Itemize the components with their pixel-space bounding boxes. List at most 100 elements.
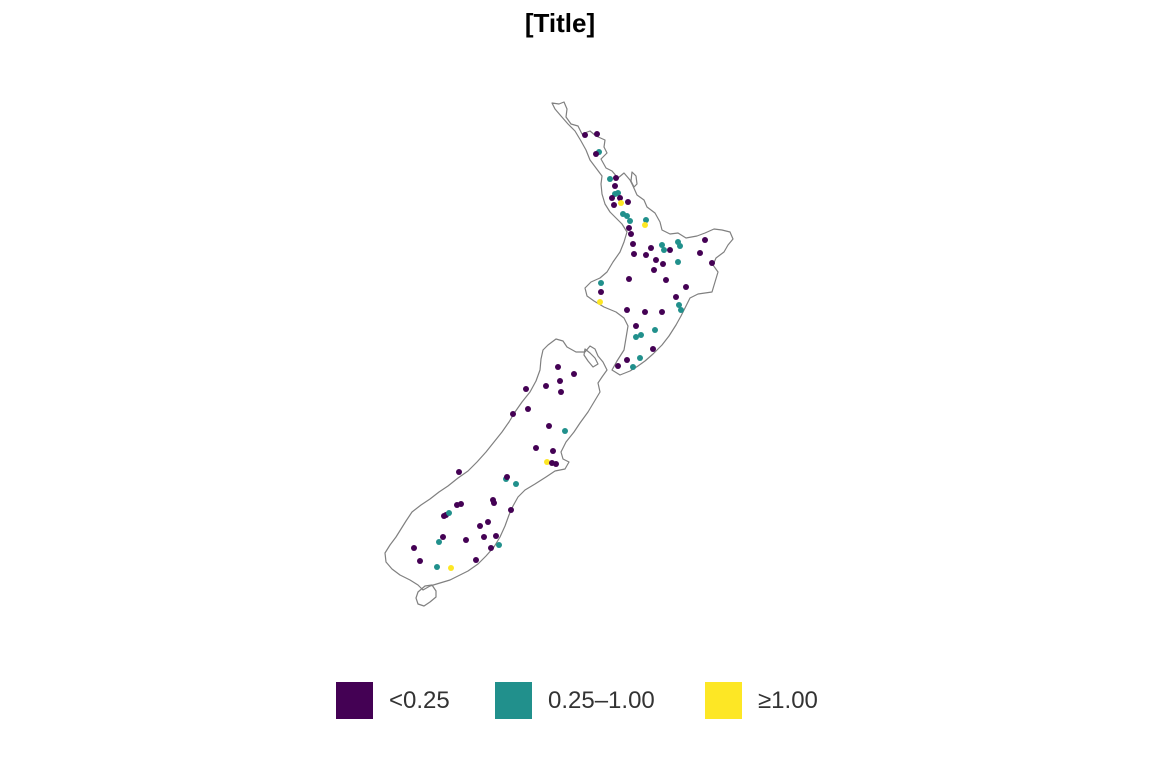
site-point <box>523 386 529 392</box>
site-point <box>625 199 631 205</box>
site-point <box>709 260 715 266</box>
site-point <box>642 222 648 228</box>
site-point <box>533 445 539 451</box>
site-point <box>525 406 531 412</box>
legend-swatch-high <box>705 682 742 719</box>
site-point <box>697 250 703 256</box>
site-point <box>642 309 648 315</box>
legend-label-mid: 0.25–1.00 <box>548 687 655 714</box>
site-point <box>477 523 483 529</box>
legend-label-high: ≥1.00 <box>758 687 818 714</box>
site-point <box>678 307 684 313</box>
site-point <box>546 423 552 429</box>
site-point <box>626 225 632 231</box>
site-point <box>663 277 669 283</box>
site-point <box>493 533 499 539</box>
site-point <box>661 247 667 253</box>
site-point <box>440 534 446 540</box>
site-point <box>441 513 447 519</box>
site-point <box>448 565 454 571</box>
legend-swatch-mid <box>495 682 532 719</box>
site-point <box>673 294 679 300</box>
site-point <box>491 500 497 506</box>
site-point <box>558 389 564 395</box>
site-point <box>624 357 630 363</box>
site-point <box>504 474 510 480</box>
site-point <box>667 247 673 253</box>
map-title: [Title] <box>524 8 596 38</box>
site-point <box>473 557 479 563</box>
site-point <box>555 364 561 370</box>
site-point <box>643 217 649 223</box>
site-point <box>659 242 665 248</box>
site-point <box>593 151 599 157</box>
site-point <box>683 284 689 290</box>
site-point <box>624 213 630 219</box>
site-point <box>626 276 632 282</box>
site-point <box>571 371 577 377</box>
site-point <box>648 245 654 251</box>
site-point <box>434 564 440 570</box>
site-point <box>485 519 491 525</box>
site-point <box>633 334 639 340</box>
site-point <box>660 261 666 267</box>
site-point <box>463 537 469 543</box>
legend-swatch-low <box>336 682 373 719</box>
site-point <box>638 332 644 338</box>
site-point <box>650 346 656 352</box>
site-point <box>562 428 568 434</box>
site-point <box>633 323 639 329</box>
site-point <box>553 461 559 467</box>
north-island-outline <box>551 101 734 376</box>
site-point <box>446 510 452 516</box>
site-point <box>557 378 563 384</box>
site-point <box>627 218 633 224</box>
coastline <box>384 101 734 607</box>
site-point <box>550 448 556 454</box>
site-point <box>659 309 665 315</box>
site-point <box>611 202 617 208</box>
site-point <box>615 363 621 369</box>
site-point <box>458 501 464 507</box>
site-points <box>411 131 715 571</box>
site-point <box>628 231 634 237</box>
site-point <box>544 459 550 465</box>
site-point <box>618 200 624 206</box>
site-point <box>417 558 423 564</box>
site-point <box>513 481 519 487</box>
site-point <box>612 183 618 189</box>
site-point <box>653 257 659 263</box>
site-point <box>617 195 623 201</box>
site-point <box>652 327 658 333</box>
site-point <box>613 175 619 181</box>
site-point <box>624 307 630 313</box>
stewart-island-outline <box>415 584 437 607</box>
site-point <box>677 243 683 249</box>
site-point <box>481 534 487 540</box>
site-point <box>510 411 516 417</box>
site-point <box>675 259 681 265</box>
site-point <box>411 545 417 551</box>
site-point <box>597 299 603 305</box>
chatham-strait-outline <box>583 348 599 368</box>
site-point <box>598 280 604 286</box>
site-point <box>594 131 600 137</box>
site-point <box>436 539 442 545</box>
site-point <box>651 267 657 273</box>
site-point <box>508 507 514 513</box>
site-point <box>702 237 708 243</box>
site-point <box>582 132 588 138</box>
site-point <box>630 364 636 370</box>
site-point <box>637 355 643 361</box>
south-island-outline <box>384 338 608 591</box>
site-point <box>609 195 615 201</box>
site-point <box>488 545 494 551</box>
site-point <box>598 289 604 295</box>
site-point <box>643 252 649 258</box>
site-point <box>631 251 637 257</box>
site-point <box>630 241 636 247</box>
site-point <box>456 469 462 475</box>
legend-label-low: <0.25 <box>389 687 450 714</box>
